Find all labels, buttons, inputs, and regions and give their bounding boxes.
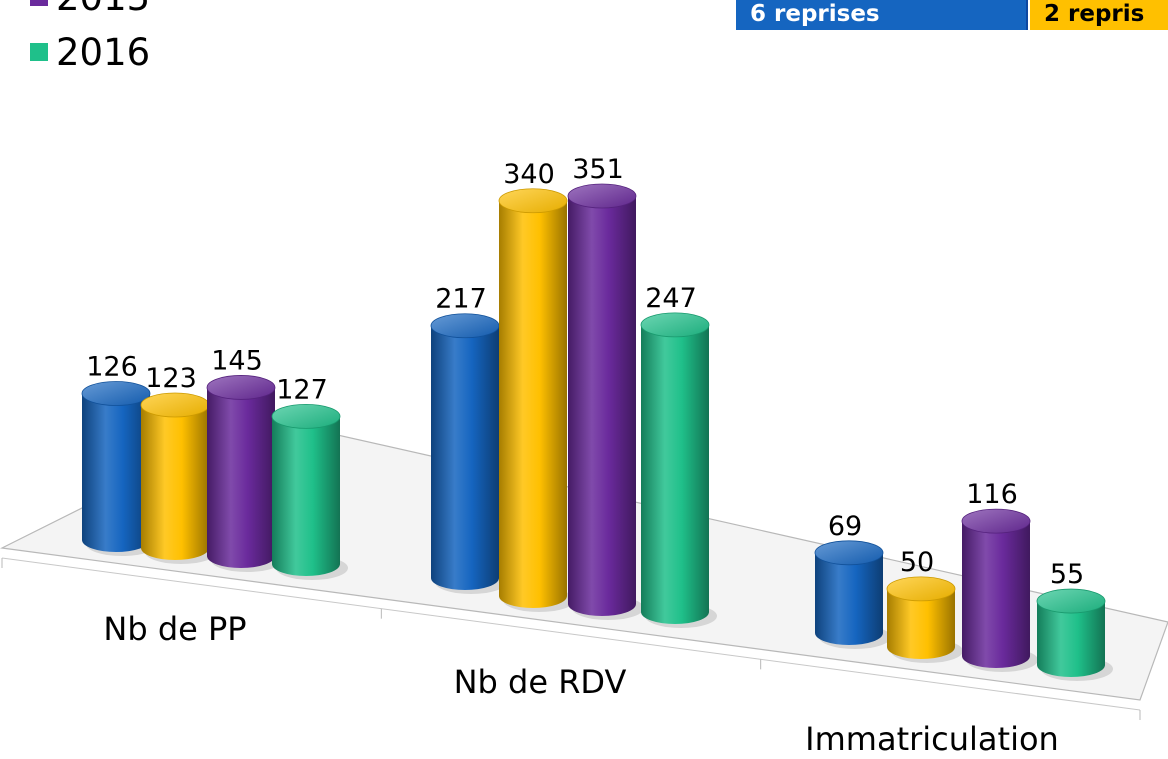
data-labels: 126 123 145 127 217 340 351 247 69 50 116 55: [86, 154, 1084, 590]
bar-1-2: [567, 183, 644, 620]
bar-1-1: [498, 188, 575, 612]
bar-body: [1037, 601, 1105, 677]
bar-top: [961, 508, 1031, 534]
bar-0-3: [271, 403, 348, 580]
bar-2-1: [886, 576, 963, 663]
legend-item-2015: 2015: [30, 0, 150, 19]
legend-swatch-2016: [30, 43, 48, 61]
data-label: 50: [900, 547, 934, 578]
bar-top: [271, 403, 341, 429]
bar-top: [140, 392, 210, 418]
bar-body: [499, 200, 567, 608]
category-labels: Nb de PP Nb de RDV Immatriculation: [103, 610, 1059, 758]
bar-body: [431, 325, 499, 590]
bar-body: [887, 588, 955, 659]
bar-2-0: [814, 540, 891, 649]
data-label: 123: [145, 363, 197, 394]
bar-0-0: [81, 381, 158, 556]
bar-0-2: [206, 375, 283, 572]
legend-swatch-2015: [30, 0, 48, 6]
bar-body: [568, 195, 636, 616]
bar-top: [886, 576, 956, 602]
bar-top: [567, 183, 637, 209]
bar-body: [962, 521, 1030, 668]
data-label: 340: [503, 159, 555, 190]
bar-group: [81, 183, 1113, 681]
data-label: 69: [828, 511, 862, 542]
bar-body: [272, 416, 340, 576]
banner-reprises-blue: 6 reprises: [736, 0, 1028, 30]
bar-top: [206, 375, 276, 400]
legend-label-2015: 2015: [56, 0, 150, 19]
bar-1-0: [430, 313, 507, 594]
bar-2-3: [1036, 588, 1113, 681]
data-label: 126: [86, 352, 138, 383]
bar-top: [81, 381, 151, 406]
bar-body: [141, 405, 209, 560]
bar-2-2: [961, 508, 1038, 672]
data-label: 145: [211, 345, 263, 376]
category-label: Nb de RDV: [454, 663, 627, 701]
bar-body: [82, 393, 150, 552]
data-label: 247: [645, 283, 697, 314]
banner-left-label: 6 reprises: [750, 1, 880, 27]
bar-body: [815, 552, 883, 645]
bar-1-3: [640, 312, 717, 628]
data-label: 55: [1050, 559, 1084, 590]
category-label: Nb de PP: [103, 610, 246, 648]
bar-top: [1036, 588, 1106, 614]
legend-item-2016: 2016: [30, 30, 151, 74]
bar-top: [430, 313, 500, 339]
banner-reprises-yellow: 2 repris: [1030, 0, 1168, 30]
bar-body: [207, 387, 275, 568]
data-label: 116: [966, 479, 1018, 510]
banner-right-label: 2 repris: [1044, 1, 1145, 27]
bar-0-1: [140, 392, 217, 564]
category-label: Immatriculation: [805, 720, 1059, 755]
bar-top: [814, 540, 884, 566]
data-label: 351: [572, 154, 624, 185]
bar-body: [641, 324, 709, 624]
bar-top: [498, 188, 568, 214]
data-label: 127: [276, 374, 328, 405]
legend-label-2016: 2016: [56, 30, 151, 74]
data-label: 217: [435, 284, 487, 315]
bar-top: [640, 312, 710, 338]
